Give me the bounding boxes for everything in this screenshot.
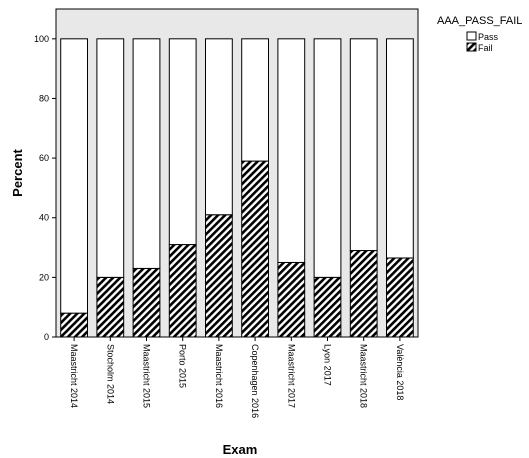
y-tick-label: 100: [34, 34, 49, 44]
x-tick-label: Copenhagen 2016: [250, 344, 260, 418]
x-tick-label: Stocholm 2014: [105, 344, 115, 404]
bar-pass: [313, 38, 342, 278]
x-tick-label: Maastricht 2015: [142, 344, 152, 408]
bar-pass: [60, 38, 88, 314]
y-axis-title: Percent: [10, 148, 25, 196]
y-tick-label: 40: [39, 213, 49, 223]
bar-pass: [205, 38, 233, 216]
x-tick-labels: Maastricht 2014 Stocholm 2014 Maastricht 2…: [69, 337, 405, 418]
bar-pass: [349, 38, 378, 252]
x-tick-label: Porto 2015: [178, 344, 188, 388]
bar-pass: [168, 38, 197, 246]
x-tick-label: Maastricht 2017: [286, 344, 296, 408]
y-tick-label: 20: [39, 272, 49, 282]
x-tick-label: Maastricht 2014: [69, 344, 79, 408]
bar-pass: [132, 38, 161, 269]
bar-pass: [386, 38, 414, 259]
legend-label-pass: Pass: [478, 32, 499, 42]
x-tick-label: Lyon 2017: [323, 344, 333, 386]
bar-fail: [96, 276, 125, 338]
bar-fail: [132, 267, 161, 338]
legend-swatch-pass: [466, 31, 477, 41]
bar-fail: [277, 261, 306, 338]
bar-fail: [60, 312, 88, 338]
legend-title: AAA_PASS_FAIL: [437, 15, 522, 27]
legend: AAA_PASS_FAIL Pass Fail: [437, 15, 522, 53]
y-tick-label: 0: [44, 332, 49, 342]
bar-fail: [168, 244, 197, 338]
bars: [60, 38, 414, 338]
y-tick-label: 80: [39, 93, 49, 103]
x-tick-label: València 2018: [395, 344, 405, 400]
bar-pass: [277, 38, 306, 263]
bar-fail: [349, 250, 378, 338]
x-tick-label: Maastricht 2018: [359, 344, 369, 408]
bar-fail: [386, 257, 414, 338]
legend-swatch-fail: [466, 42, 477, 52]
y-axis-ticks: 0 20 40 60 80 100: [34, 34, 56, 342]
legend-label-fail: Fail: [478, 43, 493, 53]
bar-pass: [241, 38, 269, 162]
x-axis-title: Exam: [223, 442, 258, 457]
x-tick-label: Maastricht 2016: [214, 344, 224, 408]
y-tick-label: 60: [39, 153, 49, 163]
bar-pass: [96, 38, 125, 278]
bar-fail: [241, 160, 269, 338]
bar-fail: [313, 276, 342, 338]
bar-fail: [205, 214, 233, 338]
